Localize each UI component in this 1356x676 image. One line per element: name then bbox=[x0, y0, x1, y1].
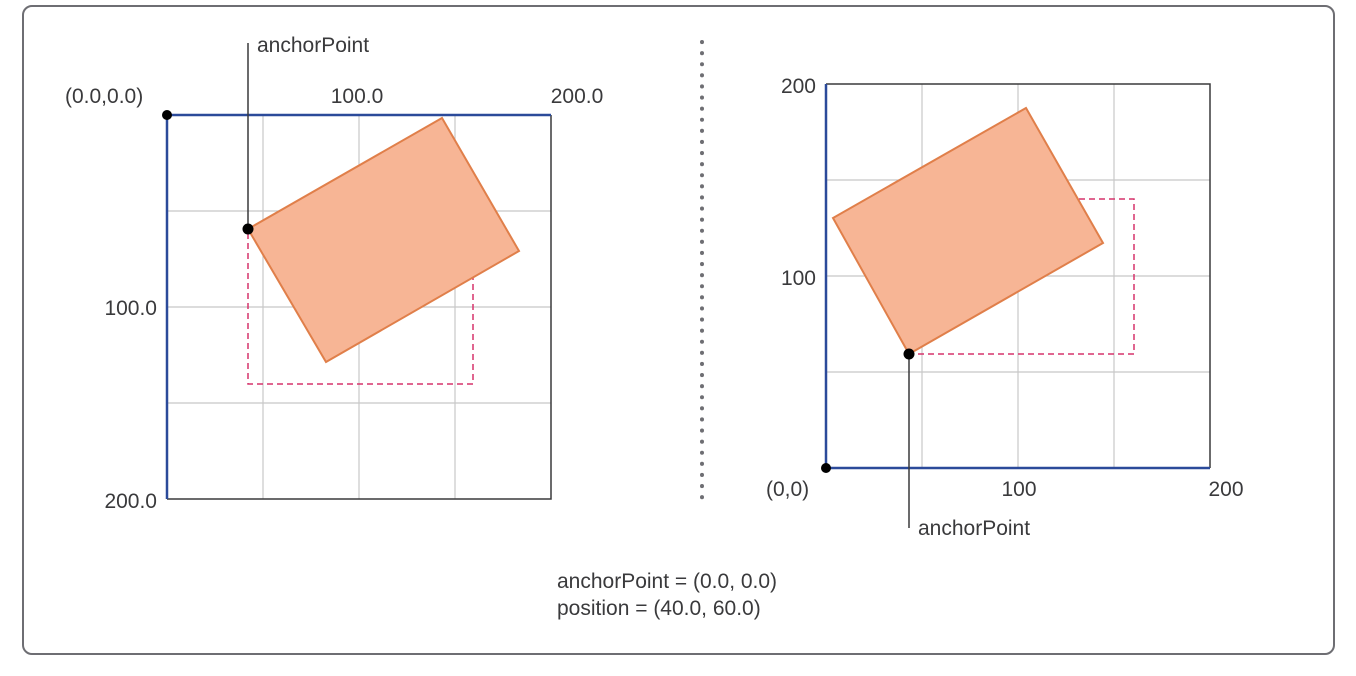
right-y-tick-end: 200 bbox=[781, 75, 816, 98]
caption-line-1: anchorPoint = (0.0, 0.0) bbox=[557, 570, 777, 593]
right-plot-border bbox=[826, 83, 1211, 468]
left-panel: anchorPoint (0.0,0.0) 100.0 200.0 100.0 … bbox=[65, 34, 603, 513]
left-top-tick-mid: 100.0 bbox=[331, 85, 384, 108]
left-anchor-dot bbox=[242, 223, 254, 235]
left-origin-dot bbox=[162, 110, 172, 120]
left-origin-label: (0.0,0.0) bbox=[65, 85, 143, 108]
left-top-tick-end: 200.0 bbox=[551, 85, 604, 108]
left-side-tick-end: 200.0 bbox=[104, 490, 157, 513]
left-plot-border bbox=[167, 115, 552, 500]
right-origin-dot bbox=[821, 463, 831, 473]
right-origin-label: (0,0) bbox=[766, 478, 809, 501]
left-rotated-layer bbox=[246, 116, 521, 364]
right-panel: 200 100 (0,0) 100 200 anchorPoint bbox=[766, 75, 1244, 540]
right-y-tick-mid: 100 bbox=[781, 267, 816, 290]
right-x-tick-end: 200 bbox=[1208, 478, 1243, 501]
left-anchor-label: anchorPoint bbox=[257, 34, 369, 57]
outer-frame bbox=[22, 5, 1335, 655]
right-anchor-dot bbox=[903, 348, 915, 360]
right-rotated-layer bbox=[831, 106, 1105, 356]
caption-line-2: position = (40.0, 60.0) bbox=[557, 597, 761, 620]
right-anchor-label: anchorPoint bbox=[918, 517, 1030, 540]
left-side-tick-mid: 100.0 bbox=[104, 297, 157, 320]
right-x-tick-mid: 100 bbox=[1001, 478, 1036, 501]
